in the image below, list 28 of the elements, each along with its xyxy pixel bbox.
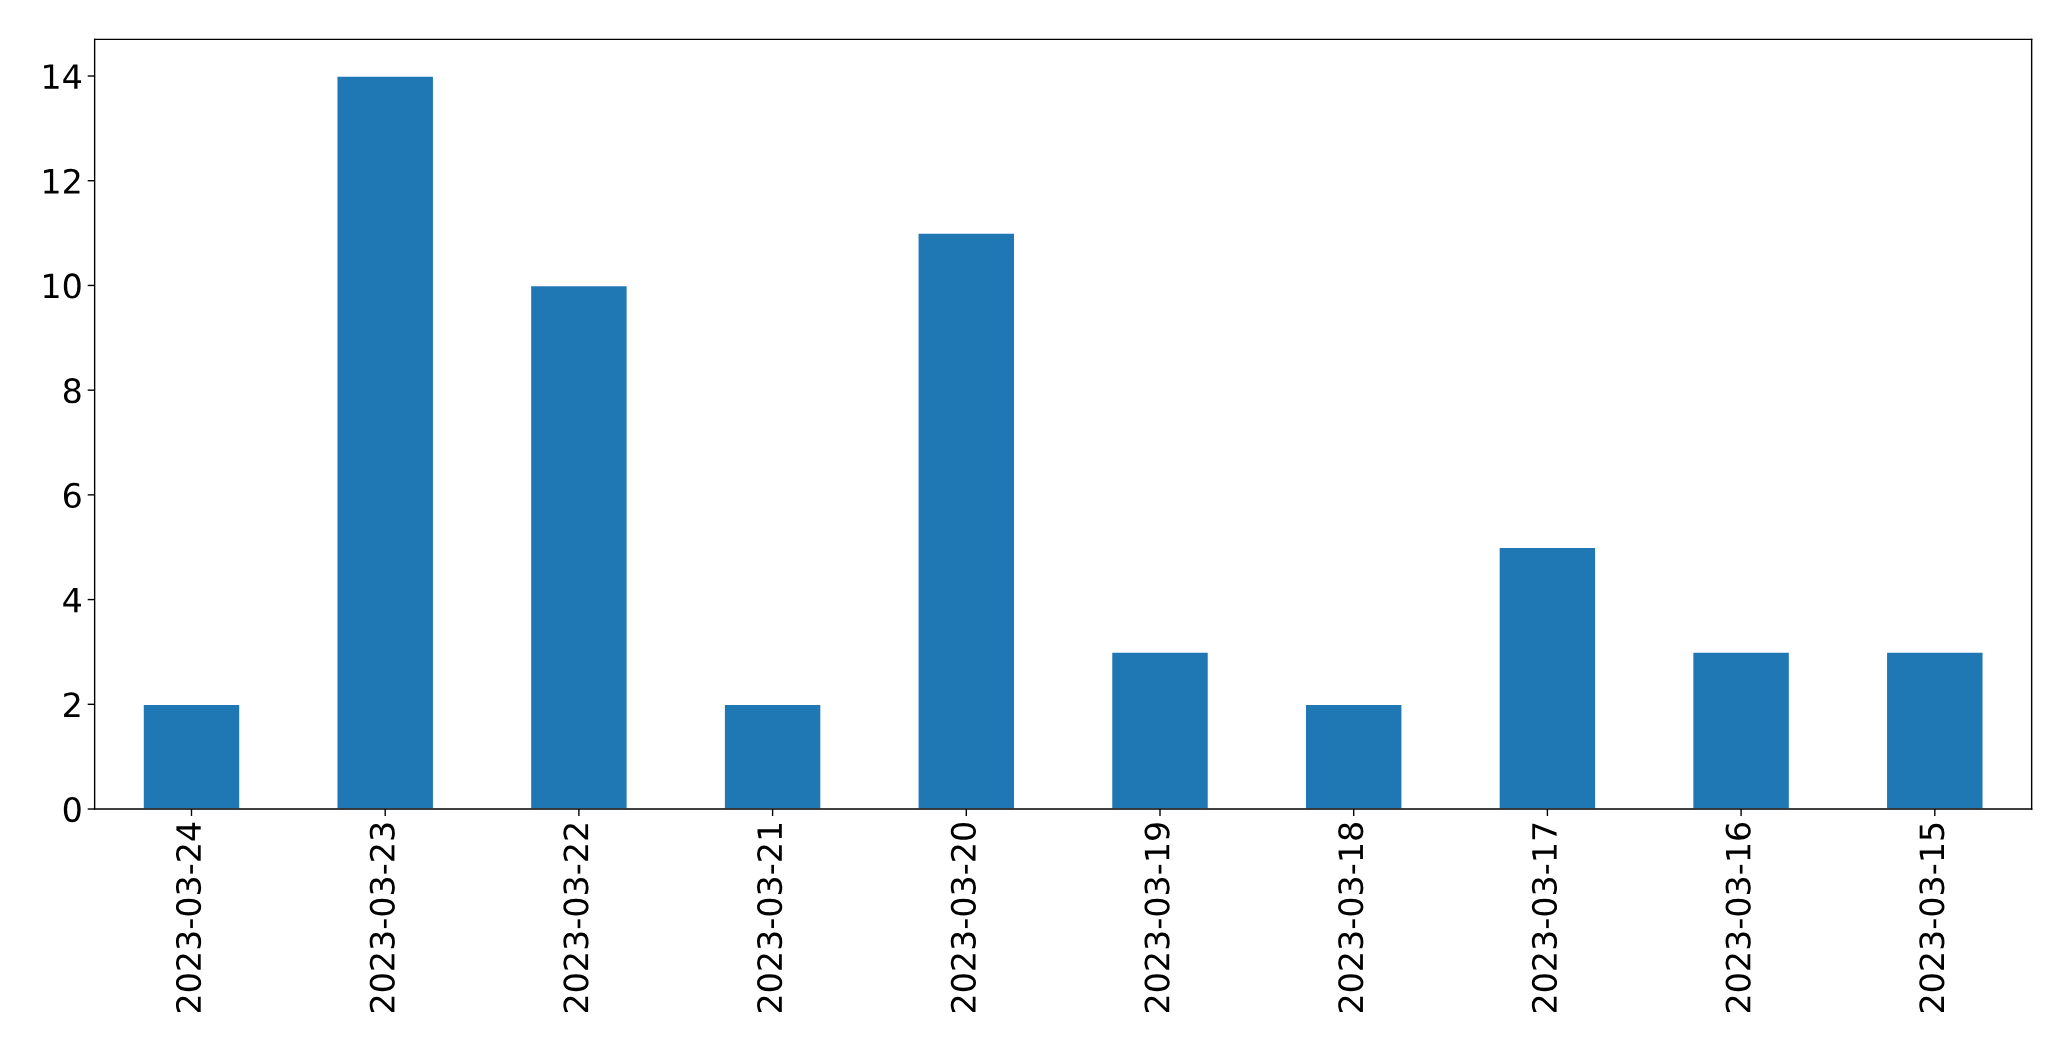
x-tick-label: 2023-03-21 xyxy=(757,823,783,1013)
x-tick-label: 2023-03-19 xyxy=(1144,823,1170,1013)
bar xyxy=(529,284,629,810)
x-tick-label: 2023-03-17 xyxy=(1531,823,1558,1013)
y-tick-label: 12 xyxy=(44,168,80,194)
bar xyxy=(723,703,822,810)
y-tick-label: 0 xyxy=(63,796,81,823)
bar xyxy=(917,232,1016,810)
bar xyxy=(1110,651,1210,810)
y-tick-label: 2 xyxy=(64,692,80,717)
bar xyxy=(1304,703,1403,810)
y-tick-label: 14 xyxy=(44,64,81,89)
y-tick-label: 8 xyxy=(63,378,81,404)
x-tick-label: 2023-03-15 xyxy=(1919,823,1945,1013)
bar xyxy=(336,75,435,810)
y-tick-label: 10 xyxy=(44,273,81,299)
x-tick-label: 2023-03-18 xyxy=(1338,823,1364,1013)
bar xyxy=(142,703,241,810)
bar xyxy=(1498,546,1597,810)
bar xyxy=(1691,651,1791,810)
y-tick-label: 6 xyxy=(63,482,81,509)
x-tick-label: 2023-03-22 xyxy=(563,824,589,1013)
x-tick-label: 2023-03-16 xyxy=(1725,822,1751,1013)
x-tick-label: 2023-03-20 xyxy=(950,823,976,1013)
bar xyxy=(1885,651,1984,810)
x-tick-label: 2023-03-23 xyxy=(369,823,395,1013)
x-tick-label: 2023-03-24 xyxy=(175,822,202,1013)
y-tick-label: 4 xyxy=(63,587,81,613)
